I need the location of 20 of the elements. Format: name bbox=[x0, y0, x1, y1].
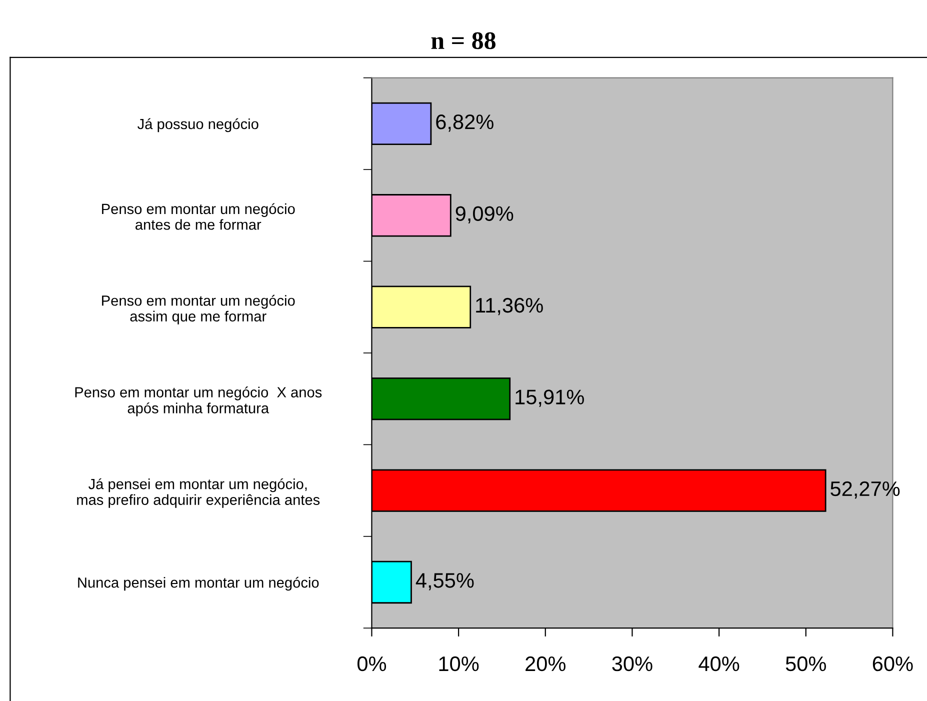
x-tick-label: 50% bbox=[786, 656, 826, 672]
y-tick-label: Já pensei em montar um negócio, mas prefiro adquirir experiência antes bbox=[77, 478, 320, 508]
y-tick-label: Nunca pensei em montar um negócio bbox=[78, 576, 319, 591]
x-tick-label: 20% bbox=[526, 656, 566, 672]
data-label: 4,55% bbox=[416, 573, 474, 590]
chart-title: n = 88 bbox=[431, 32, 496, 50]
y-tick-label: Penso em montar um negócio antes de me formar bbox=[102, 203, 295, 230]
y-tick-label: Penso em montar um negócio X anos após minha formatura bbox=[75, 386, 322, 416]
x-tick-label: 30% bbox=[612, 656, 652, 672]
x-tick-label: 0% bbox=[357, 656, 386, 672]
x-tick-label: 10% bbox=[439, 656, 479, 672]
y-tick-label: Penso em montar um negócio assim que me formar bbox=[102, 294, 295, 324]
data-label: 9,09% bbox=[456, 206, 514, 224]
data-label: 15,91% bbox=[516, 390, 584, 407]
x-tick-label: 40% bbox=[698, 656, 740, 672]
y-tick-label: Já possuo negócio bbox=[138, 118, 258, 132]
data-label: 11,36% bbox=[476, 298, 543, 316]
x-tick-label: 60% bbox=[872, 656, 913, 672]
data-label: 52,27% bbox=[830, 481, 900, 499]
data-label: 6,82% bbox=[436, 114, 494, 132]
